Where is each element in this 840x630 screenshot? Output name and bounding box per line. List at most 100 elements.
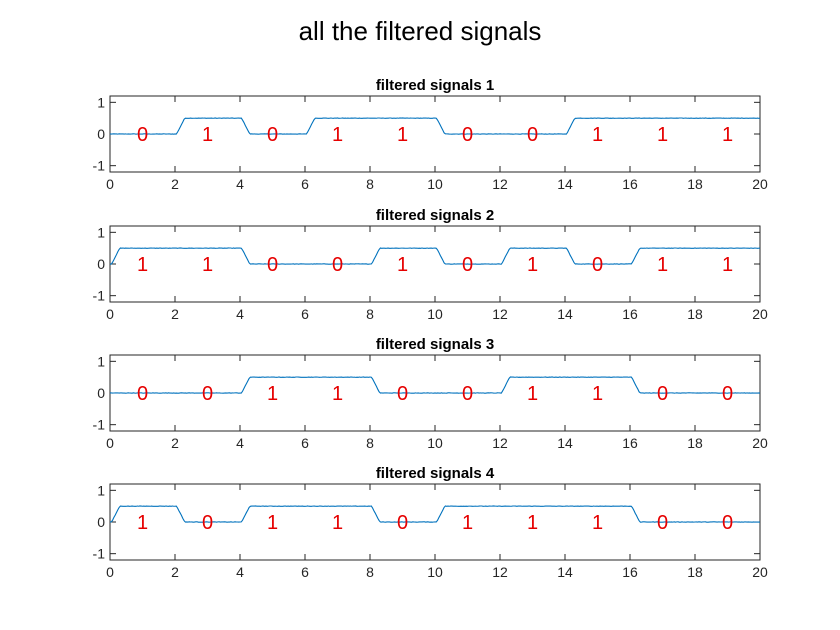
subplot-2: filtered signals 20 2 4 6 8 10 12 14 16 18 2010-11… <box>93 207 768 322</box>
x-tick-label: 6 <box>301 564 309 580</box>
x-tick-label: 8 <box>366 176 374 192</box>
bit-label: 0 <box>137 124 148 146</box>
bit-label: 1 <box>527 383 538 405</box>
x-tick-label: 12 <box>492 435 508 451</box>
x-tick-label: 18 <box>687 176 703 192</box>
bit-label: 0 <box>397 383 408 405</box>
x-tick-label: 16 <box>622 564 638 580</box>
bit-label: 0 <box>332 254 343 276</box>
subplot-title: filtered signals 2 <box>376 207 494 224</box>
figure-title: all the filtered signals <box>299 16 542 46</box>
x-tick-label: 2 <box>171 435 179 451</box>
bit-label: 1 <box>267 383 278 405</box>
bit-label: 1 <box>722 254 733 276</box>
y-tick-label: -1 <box>93 546 106 562</box>
y-tick-label: 1 <box>97 94 105 110</box>
bit-label: 1 <box>722 124 733 146</box>
bit-label: 0 <box>202 512 213 534</box>
x-tick-label: 4 <box>236 564 244 580</box>
signal-line <box>109 247 761 265</box>
y-tick-label: 0 <box>97 256 105 272</box>
x-tick-label: 16 <box>622 176 638 192</box>
signal-line <box>109 505 761 523</box>
bit-label: 0 <box>267 254 278 276</box>
x-tick-label: 10 <box>427 306 443 322</box>
x-tick-label: 14 <box>557 176 573 192</box>
subplot-3: filtered signals 30 2 4 6 8 10 12 14 16 18 2010-10… <box>93 336 768 451</box>
y-tick-label: 1 <box>97 353 105 369</box>
bit-label: 0 <box>397 512 408 534</box>
y-tick-label: 0 <box>97 126 105 142</box>
x-tick-label: 2 <box>171 176 179 192</box>
y-tick-label: 1 <box>97 482 105 498</box>
bit-label: 1 <box>137 512 148 534</box>
bit-label: 1 <box>462 512 473 534</box>
subplots: filtered signals 10 2 4 6 8 10 12 14 16 18 2010-10… <box>93 77 768 580</box>
y-tick-label: 0 <box>97 385 105 401</box>
bit-label: 1 <box>592 383 603 405</box>
x-tick-label: 20 <box>752 176 768 192</box>
bit-label: 1 <box>657 124 668 146</box>
x-tick-label: 16 <box>622 306 638 322</box>
x-tick-label: 6 <box>301 435 309 451</box>
x-tick-label: 2 <box>171 306 179 322</box>
bit-label: 0 <box>202 383 213 405</box>
bit-label: 1 <box>592 124 603 146</box>
subplot-title: filtered signals 3 <box>376 336 494 353</box>
x-tick-label: 2 <box>171 564 179 580</box>
bit-label: 0 <box>462 383 473 405</box>
bit-label: 1 <box>332 383 343 405</box>
bit-label: 0 <box>137 383 148 405</box>
x-tick-label: 8 <box>366 306 374 322</box>
x-tick-label: 14 <box>557 306 573 322</box>
bit-label: 1 <box>397 124 408 146</box>
signal-line <box>109 376 761 394</box>
subplot-1: filtered signals 10 2 4 6 8 10 12 14 16 18 2010-10… <box>93 77 768 192</box>
x-tick-label: 20 <box>752 306 768 322</box>
y-tick-label: -1 <box>93 288 106 304</box>
y-tick-label: 0 <box>97 514 105 530</box>
x-tick-label: 12 <box>492 564 508 580</box>
x-tick-label: 4 <box>236 435 244 451</box>
y-tick-label: -1 <box>93 158 106 174</box>
bit-label: 0 <box>657 383 668 405</box>
subplot-title: filtered signals 1 <box>376 77 494 94</box>
x-tick-label: 18 <box>687 306 703 322</box>
bit-label: 1 <box>527 512 538 534</box>
bit-label: 0 <box>657 512 668 534</box>
bit-label: 0 <box>527 124 538 146</box>
bit-label: 0 <box>462 254 473 276</box>
subplot-title: filtered signals 4 <box>376 465 495 482</box>
x-tick-label: 20 <box>752 435 768 451</box>
bit-label: 1 <box>267 512 278 534</box>
x-tick-label: 6 <box>301 176 309 192</box>
x-tick-label: 4 <box>236 306 244 322</box>
signal-line <box>109 117 761 135</box>
y-tick-label: -1 <box>93 417 106 433</box>
x-tick-label: 0 <box>106 564 114 580</box>
bit-label: 1 <box>202 124 213 146</box>
y-tick-label: 1 <box>97 224 105 240</box>
bit-label: 1 <box>592 512 603 534</box>
x-tick-label: 16 <box>622 435 638 451</box>
bit-label: 0 <box>722 383 733 405</box>
x-tick-label: 0 <box>106 176 114 192</box>
bit-label: 1 <box>202 254 213 276</box>
bit-label: 0 <box>462 124 473 146</box>
x-tick-label: 12 <box>492 176 508 192</box>
axes-box <box>109 95 761 173</box>
bit-label: 0 <box>267 124 278 146</box>
x-tick-label: 10 <box>427 435 443 451</box>
x-tick-label: 0 <box>106 306 114 322</box>
x-tick-label: 6 <box>301 306 309 322</box>
x-tick-label: 10 <box>427 176 443 192</box>
bit-label: 1 <box>332 512 343 534</box>
x-tick-label: 4 <box>236 176 244 192</box>
x-tick-label: 0 <box>106 435 114 451</box>
bit-label: 1 <box>527 254 538 276</box>
x-tick-label: 14 <box>557 564 573 580</box>
x-tick-label: 10 <box>427 564 443 580</box>
bit-label: 1 <box>332 124 343 146</box>
x-tick-label: 18 <box>687 435 703 451</box>
